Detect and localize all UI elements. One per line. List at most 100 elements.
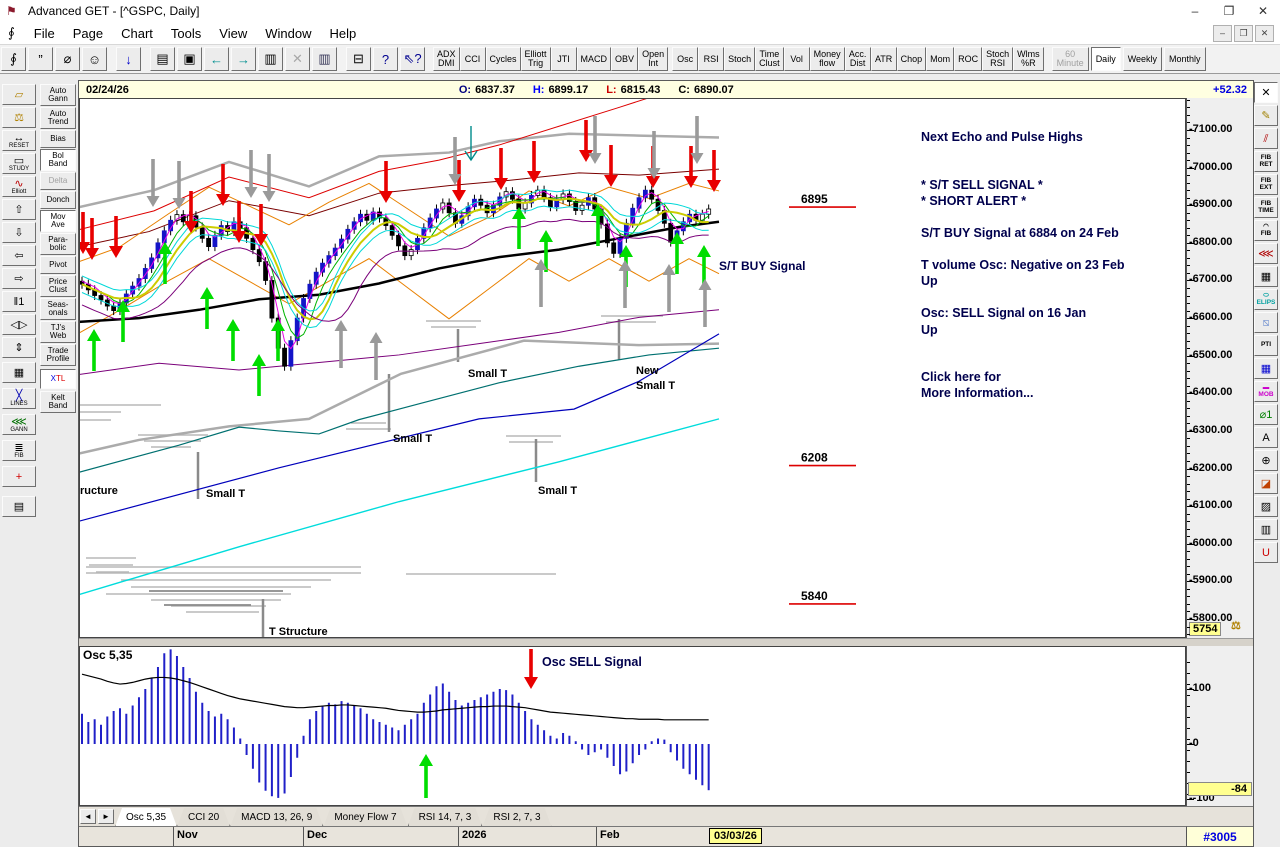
quote-tool-button[interactable]: ”: [28, 47, 53, 71]
indicator-cci-button[interactable]: CCI: [460, 47, 486, 71]
indicator-rsi-button[interactable]: RSI: [698, 47, 724, 71]
print-button[interactable]: ⊟: [346, 47, 371, 71]
indicator-roc-button[interactable]: ROC: [954, 47, 982, 71]
tab-rsi-2-7-3[interactable]: RSI 2, 7, 3: [482, 808, 551, 827]
grid-button[interactable]: ▦: [2, 362, 36, 383]
annotation-text[interactable]: Click here for: [921, 370, 1001, 384]
new-chart-button[interactable]: ▤: [150, 47, 175, 71]
tab-money-flow-7[interactable]: Money Flow 7: [323, 808, 407, 827]
copy-pages-tool-button[interactable]: ▥: [1254, 519, 1278, 540]
indicator-mom-button[interactable]: Mom: [926, 47, 954, 71]
parallel-lines-tool-button[interactable]: ⫽: [1254, 128, 1278, 149]
indicator-acc-dist-button[interactable]: Acc. Dist: [845, 47, 871, 71]
hatch-tool-button[interactable]: ⧅: [1254, 312, 1278, 333]
price-chart[interactable]: ructureSmall TSmall TSmall TSmall TNewSm…: [79, 98, 1186, 638]
zoom-in-tool-button[interactable]: ⊕: [1254, 450, 1278, 471]
arrow-down-button[interactable]: ⇩: [2, 222, 36, 243]
elliott-button[interactable]: ∿Elliott: [2, 176, 36, 197]
study-price-clust-button[interactable]: Price Clust: [40, 275, 76, 297]
trader-tool-button[interactable]: ☺: [82, 47, 107, 71]
study-tj-s-web-button[interactable]: TJ's Web: [40, 321, 76, 343]
annotation-text[interactable]: More Information...: [921, 386, 1034, 400]
indicator-cycles-button[interactable]: Cycles: [486, 47, 521, 71]
restore-button[interactable]: ❐: [1212, 0, 1246, 22]
download-data-button[interactable]: ↓: [116, 47, 141, 71]
study-auto-gann-button[interactable]: Auto Gann: [40, 84, 76, 106]
indicator-time-clust-button[interactable]: Time Clust: [755, 47, 784, 71]
pattern-tool-button[interactable]: ▨: [1254, 496, 1278, 517]
timeframe-daily-button[interactable]: Daily: [1091, 47, 1121, 71]
bar-spacing-button[interactable]: ‖1: [2, 291, 36, 312]
indicator-osc-button[interactable]: Osc: [672, 47, 698, 71]
pencil-tool-button[interactable]: ✎: [1254, 105, 1278, 126]
tab-scroll-left-button[interactable]: ◄: [80, 809, 96, 824]
symbol-scales-button[interactable]: ⚖: [2, 107, 36, 128]
study-button[interactable]: ▭STUDY: [2, 153, 36, 174]
study-trade-profile-button[interactable]: Trade Profile: [40, 344, 76, 366]
indicator-elliott-trig-button[interactable]: Elliott Trig: [521, 47, 551, 71]
study-bias-button[interactable]: Bias: [40, 130, 76, 148]
gann-button[interactable]: ⋘GANN: [2, 414, 36, 435]
lines-button[interactable]: ╳LINES: [2, 388, 36, 409]
eraser-tool-button[interactable]: ◪: [1254, 473, 1278, 494]
indicator-adx-dmi-button[interactable]: ADX DMI: [433, 47, 460, 71]
pti-tool-button[interactable]: PTI: [1254, 335, 1278, 356]
help-button[interactable]: ?: [373, 47, 398, 71]
properties-button[interactable]: ▤: [2, 496, 36, 517]
search-tool-button[interactable]: ⌀: [55, 47, 80, 71]
grid-tool-button[interactable]: ▦: [1254, 266, 1278, 287]
menu-help[interactable]: Help: [320, 24, 365, 43]
price-axis[interactable]: 5754 ⚖ -7100.00-7000.00-6900.00-6800.00-…: [1186, 98, 1253, 638]
context-help-button[interactable]: ⇖?: [400, 47, 425, 71]
arrow-up-button[interactable]: ⇧: [2, 199, 36, 220]
chart-pin-icon[interactable]: ∮: [8, 25, 15, 41]
mdi-close-button[interactable]: ✕: [1255, 25, 1274, 42]
menu-file[interactable]: File: [25, 24, 64, 43]
fib-circle-tool-button[interactable]: ◠ FIB: [1254, 220, 1278, 241]
study-donch-button[interactable]: Donch: [40, 191, 76, 209]
menu-chart[interactable]: Chart: [112, 24, 162, 43]
indicator-chop-button[interactable]: Chop: [897, 47, 927, 71]
magnet-tool-button[interactable]: U: [1254, 542, 1278, 563]
study-auto-trend-button[interactable]: Auto Trend: [40, 107, 76, 129]
tab-osc-5-35[interactable]: Osc 5,35: [115, 808, 177, 827]
text-tool-button[interactable]: A: [1254, 427, 1278, 448]
page-list-button[interactable]: ▥: [312, 47, 337, 71]
compare-bars-button[interactable]: ◁▷: [2, 314, 36, 335]
indicator-stoch-rsi-button[interactable]: Stoch RSI: [982, 47, 1013, 71]
study-xtl-button[interactable]: XTL: [40, 369, 76, 389]
close-button[interactable]: ✕: [1246, 0, 1280, 22]
minimize-button[interactable]: –: [1178, 0, 1212, 22]
fibonacci-button[interactable]: ≣FIB: [2, 440, 36, 461]
menu-view[interactable]: View: [210, 24, 256, 43]
fib-retracement-tool-button[interactable]: FIB RET: [1254, 151, 1278, 172]
indicator-macd-button[interactable]: MACD: [577, 47, 612, 71]
oscillator-panel[interactable]: Osc 5,35Osc SELL Signal: [79, 646, 1186, 806]
page-setup-button[interactable]: ▥: [258, 47, 283, 71]
prev-page-button[interactable]: ←: [204, 47, 229, 71]
indicator-wlms-r-button[interactable]: Wlms %R: [1013, 47, 1044, 71]
next-page-button[interactable]: →: [231, 47, 256, 71]
study-kelt-band-button[interactable]: Kelt Band: [40, 391, 76, 413]
ellipse-tool-button[interactable]: ⬭ ELIPS: [1254, 289, 1278, 310]
fan-lines-tool-button[interactable]: ⋘: [1254, 243, 1278, 264]
arrow-right-button[interactable]: ⇨: [2, 268, 36, 289]
indicator-stoch-button[interactable]: Stoch: [724, 47, 755, 71]
study-seas-onals-button[interactable]: Seas- onals: [40, 298, 76, 320]
pin-tool-button[interactable]: ∮: [1, 47, 26, 71]
study-para-bolic-button[interactable]: Para- bolic: [40, 233, 76, 255]
study-bol-band-button[interactable]: Bol Band: [40, 149, 76, 171]
crosshair-button[interactable]: +: [2, 466, 36, 487]
menu-window[interactable]: Window: [256, 24, 320, 43]
indicator-jti-button[interactable]: JTI: [551, 47, 577, 71]
indicator-open-int-button[interactable]: Open Int: [638, 47, 668, 71]
study-pivot-button[interactable]: Pivot: [40, 256, 76, 274]
save-chart-button[interactable]: ▣: [177, 47, 202, 71]
open-file-button[interactable]: ▱: [2, 84, 36, 105]
mob-tool-button[interactable]: ▬ MOB: [1254, 381, 1278, 402]
menu-page[interactable]: Page: [64, 24, 112, 43]
tab-scroll-right-button[interactable]: ►: [98, 809, 114, 824]
tab-macd-13-26-9[interactable]: MACD 13, 26, 9: [230, 808, 323, 827]
indicator-obv-button[interactable]: OBV: [611, 47, 638, 71]
timeframe-monthly-button[interactable]: Monthly: [1164, 47, 1206, 71]
